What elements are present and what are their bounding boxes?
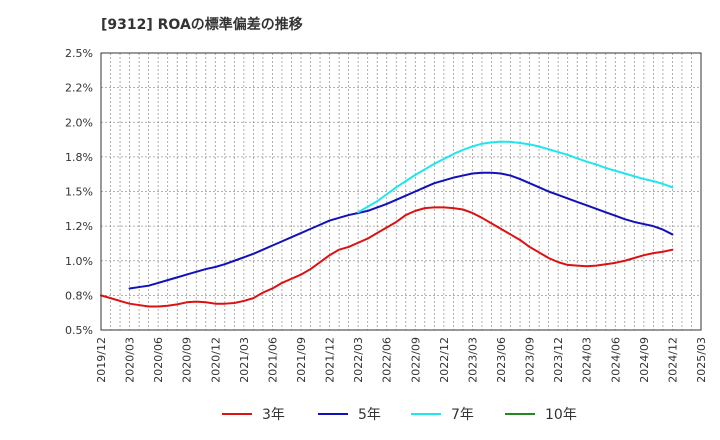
legend-label-10年: 10年 bbox=[545, 407, 577, 423]
y-tick-label: 1.0% bbox=[65, 255, 93, 268]
x-tick-label: 2021/12 bbox=[324, 337, 337, 383]
plot-frame bbox=[100, 52, 702, 331]
series-line-3年 bbox=[100, 206, 674, 308]
x-tick-label: 2023/06 bbox=[495, 337, 508, 383]
x-tick-label: 2020/03 bbox=[124, 337, 137, 383]
y-tick-label: 0.8% bbox=[65, 289, 93, 302]
x-tick-label: 2021/09 bbox=[295, 337, 308, 383]
x-tick-label: 2022/06 bbox=[381, 337, 394, 383]
y-axis-ticks: 0.5% 0.8% 1.0% 1.2% 1.5% 1.8% 2.0% 2.2% 2.5% bbox=[65, 47, 93, 337]
legend-label-5年: 5年 bbox=[358, 407, 381, 423]
y-tick-label: 1.5% bbox=[65, 186, 93, 199]
series-lines bbox=[100, 140, 674, 308]
chart-title: [9312] ROAの標準偏差の推移 bbox=[101, 17, 303, 33]
legend-label-3年: 3年 bbox=[262, 407, 285, 423]
legend-label-7年: 7年 bbox=[451, 407, 474, 423]
x-tick-label: 2025/03 bbox=[695, 337, 708, 383]
x-tick-label: 2023/09 bbox=[524, 337, 537, 383]
x-tick-label: 2022/09 bbox=[409, 337, 422, 383]
x-tick-label: 2024/03 bbox=[581, 337, 594, 383]
y-tick-label: 2.5% bbox=[65, 47, 93, 60]
legend: 3年 5年 7年 10年 bbox=[222, 407, 577, 423]
x-tick-label: 2021/06 bbox=[266, 337, 279, 383]
x-tick-label: 2022/12 bbox=[438, 337, 451, 383]
series-line-7年 bbox=[357, 140, 674, 214]
y-tick-label: 0.5% bbox=[65, 324, 93, 337]
y-tick-label: 1.2% bbox=[65, 220, 93, 233]
y-tick-label: 2.2% bbox=[65, 82, 93, 95]
x-tick-label: 2019/12 bbox=[95, 337, 108, 383]
y-tick-label: 1.8% bbox=[65, 151, 93, 164]
x-tick-label: 2024/06 bbox=[609, 337, 622, 383]
x-axis-ticks: 2019/12 2020/03 2020/06 2020/09 2020/12 2021/… bbox=[95, 337, 708, 383]
x-tick-label: 2023/03 bbox=[466, 337, 479, 383]
y-tick-label: 2.0% bbox=[65, 116, 93, 129]
series-line-5年 bbox=[128, 171, 674, 290]
x-tick-label: 2020/12 bbox=[209, 337, 222, 383]
x-tick-label: 2024/09 bbox=[638, 337, 651, 383]
x-tick-label: 2020/09 bbox=[181, 337, 194, 383]
x-tick-label: 2024/12 bbox=[666, 337, 679, 383]
x-tick-label: 2022/03 bbox=[352, 337, 365, 383]
x-tick-label: 2021/03 bbox=[238, 337, 251, 383]
x-tick-label: 2020/06 bbox=[152, 337, 165, 383]
grid bbox=[101, 53, 701, 330]
x-tick-label: 2023/12 bbox=[552, 337, 565, 383]
